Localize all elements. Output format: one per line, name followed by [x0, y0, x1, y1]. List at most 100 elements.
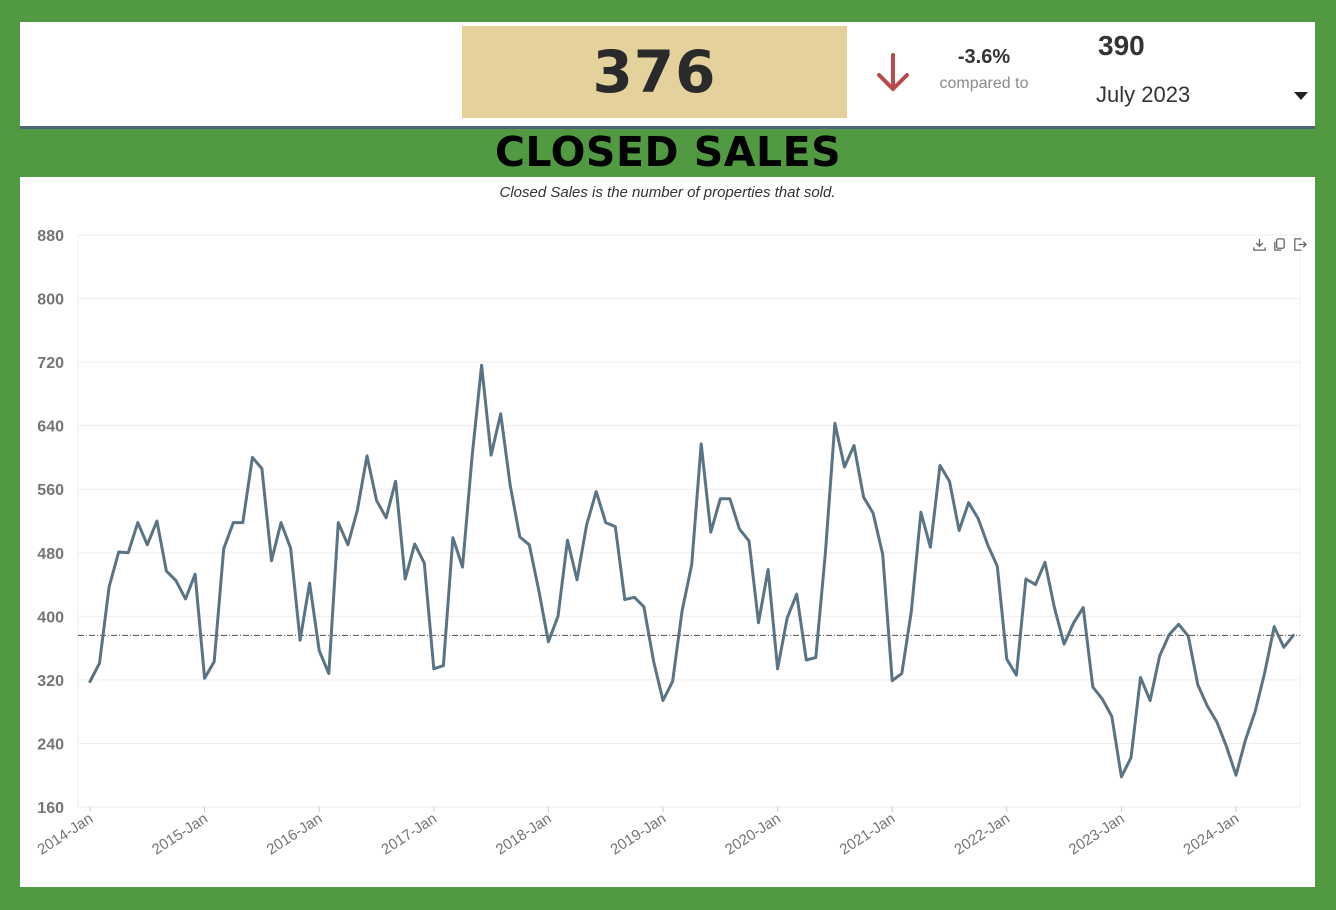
- compared-to-label: compared to: [939, 75, 1029, 92]
- data-point: [470, 455, 474, 459]
- data-point: [1158, 654, 1162, 658]
- data-point: [499, 412, 503, 416]
- data-point: [652, 659, 656, 663]
- data-point: [1043, 560, 1047, 564]
- data-point: [518, 535, 522, 539]
- data-point: [928, 545, 932, 549]
- data-point: [298, 638, 302, 642]
- data-point: [948, 479, 952, 483]
- section-title: CLOSED SALES: [494, 128, 842, 176]
- data-point: [212, 660, 216, 664]
- data-point: [1024, 577, 1028, 581]
- y-tick-label: 560: [37, 482, 64, 499]
- data-point: [814, 656, 818, 660]
- data-point: [193, 572, 197, 576]
- x-tick-label: 2020-Jan: [722, 810, 784, 858]
- data-point: [776, 667, 780, 671]
- data-point: [241, 521, 245, 525]
- data-point: [890, 679, 894, 683]
- data-point: [231, 521, 235, 525]
- data-point: [1148, 699, 1152, 703]
- data-point: [403, 577, 407, 581]
- data-point: [585, 523, 589, 527]
- data-point: [355, 508, 359, 512]
- data-point: [155, 519, 159, 523]
- x-tick-label: 2021-Jan: [837, 810, 899, 858]
- data-point: [862, 495, 866, 499]
- data-point: [308, 581, 312, 585]
- data-point: [527, 543, 531, 547]
- data-point: [833, 421, 837, 425]
- plot-area: [77, 234, 1301, 808]
- y-tick-label: 640: [37, 419, 64, 436]
- data-point: [145, 543, 149, 547]
- x-tick-label: 2014-Jan: [34, 810, 96, 858]
- data-point: [919, 510, 923, 514]
- period-dropdown[interactable]: July 2023: [1096, 80, 1308, 112]
- x-tick-label: 2022-Jan: [951, 810, 1013, 858]
- x-tick-label: 2024-Jan: [1180, 810, 1242, 858]
- data-point: [728, 497, 732, 501]
- data-point: [1282, 645, 1286, 649]
- data-point: [976, 517, 980, 521]
- data-point: [881, 552, 885, 556]
- arrow-down-icon: [877, 53, 909, 91]
- data-point: [1196, 683, 1200, 687]
- data-point: [537, 589, 541, 593]
- data-point: [260, 467, 264, 471]
- data-point: [164, 569, 168, 573]
- data-point: [1186, 634, 1190, 638]
- kpi-value: 376: [592, 38, 717, 106]
- export-icon[interactable]: [1292, 237, 1307, 252]
- data-point: [623, 598, 627, 602]
- data-point: [1091, 685, 1095, 689]
- chart-subtitle: Closed Sales is the number of properties…: [499, 184, 836, 201]
- data-point: [909, 610, 913, 614]
- data-point: [594, 490, 598, 494]
- data-point: [823, 551, 827, 555]
- series-line: [88, 363, 1295, 779]
- y-tick-label: 720: [37, 355, 64, 372]
- data-point: [632, 595, 636, 599]
- data-point: [461, 565, 465, 569]
- data-point: [1177, 622, 1181, 626]
- data-point: [1205, 704, 1209, 708]
- chart-toolbar: [1252, 237, 1307, 252]
- kpi-box: 376: [462, 26, 847, 118]
- data-point: [843, 465, 847, 469]
- data-point: [250, 455, 254, 459]
- kpi-panel: 376 -3.6% compared to 390 July 2023: [20, 22, 1315, 129]
- data-point: [1100, 697, 1104, 701]
- data-point: [289, 546, 293, 550]
- x-tick-label: 2017-Jan: [378, 810, 440, 858]
- data-point: [642, 605, 646, 609]
- chevron-down-icon[interactable]: [1294, 92, 1308, 100]
- period-dropdown-label: July 2023: [1096, 82, 1191, 107]
- data-point: [871, 511, 875, 515]
- data-point: [1129, 756, 1133, 760]
- data-point: [804, 658, 808, 662]
- y-tick-label: 400: [37, 609, 64, 626]
- data-point: [995, 564, 999, 568]
- data-point: [222, 547, 226, 551]
- data-point: [1053, 606, 1057, 610]
- x-tick-label: 2023-Jan: [1066, 810, 1128, 858]
- data-point: [88, 680, 92, 684]
- data-point: [394, 479, 398, 483]
- data-point: [136, 521, 140, 525]
- data-point: [661, 699, 665, 703]
- data-point: [671, 680, 675, 684]
- change-percent: -3.6%: [957, 46, 1011, 68]
- download-icon[interactable]: [1252, 237, 1267, 252]
- data-point: [317, 649, 321, 653]
- y-tick-label: 160: [37, 800, 64, 817]
- line-chart: 160 240 320 400 480 560 640 720 800 880 2014-Jan 20…: [34, 228, 1301, 858]
- data-point: [508, 483, 512, 487]
- data-point: [117, 550, 121, 554]
- data-point: [795, 592, 799, 596]
- data-point: [1110, 714, 1114, 718]
- copy-icon[interactable]: [1272, 237, 1287, 252]
- data-point: [766, 568, 770, 572]
- data-point: [709, 530, 713, 534]
- data-point: [613, 525, 617, 529]
